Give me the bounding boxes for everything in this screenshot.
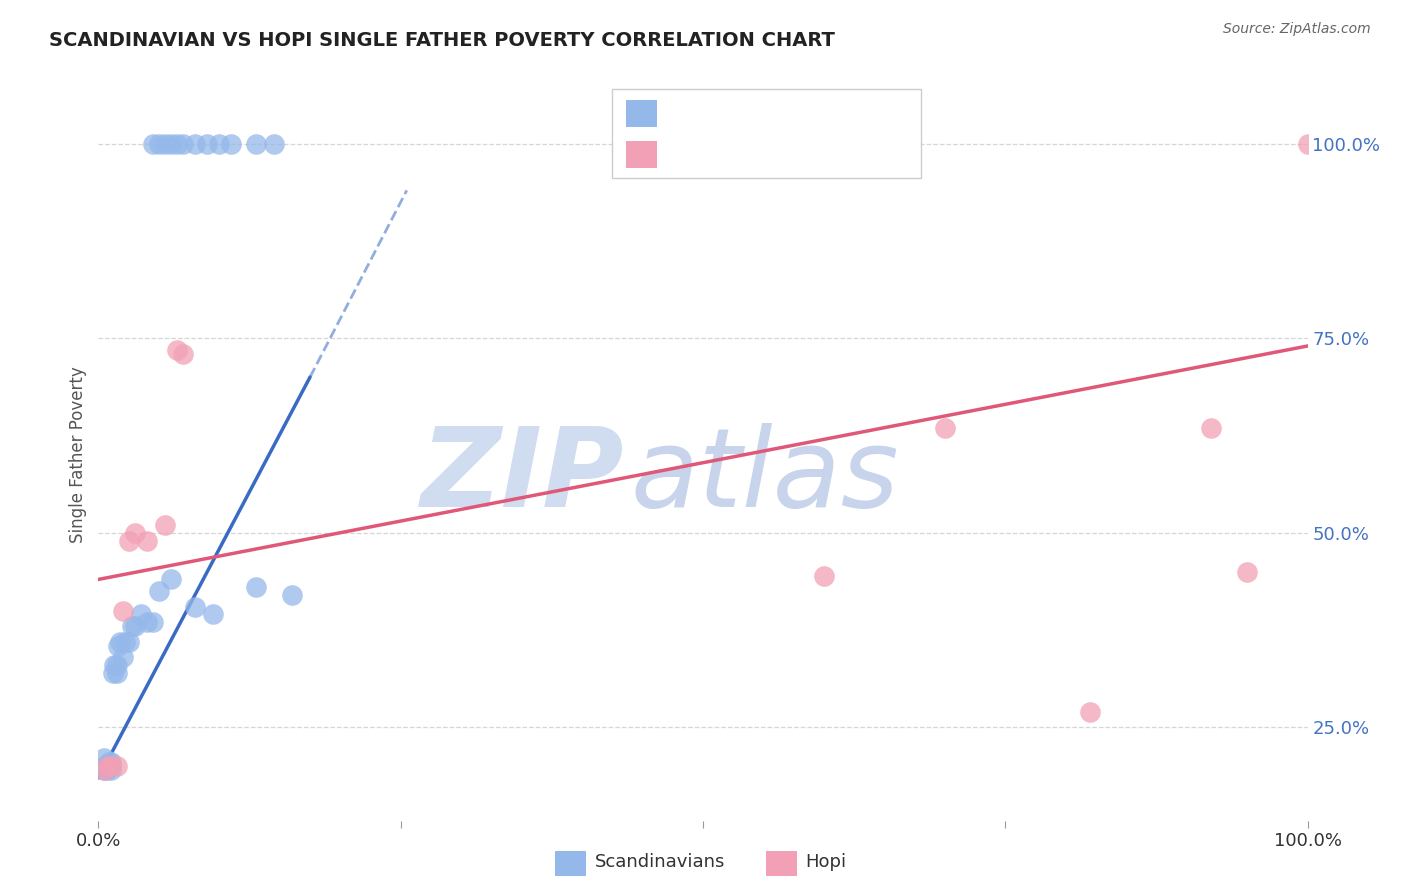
Point [148,136,170,151]
Point [108,634,131,648]
Point [118,533,141,548]
Text: atlas: atlas [630,424,898,531]
Point [263,136,285,151]
Point [202,607,225,622]
Point [105,759,128,773]
Point [142,615,165,630]
Point [100,763,122,777]
Point [166,343,188,357]
Point [1296,136,1319,151]
Point [142,136,165,151]
Text: R = 0.337: R = 0.337 [665,141,755,159]
Text: Hopi: Hopi [806,853,846,871]
Point [195,136,218,151]
Point [221,136,243,151]
Point [121,619,143,633]
Point [934,420,956,434]
Point [98,756,121,770]
Point [111,650,134,665]
Point [107,639,129,653]
Text: Scandinavians: Scandinavians [595,853,725,871]
Point [105,665,128,680]
Point [1199,420,1222,434]
Point [208,136,231,151]
Text: SCANDINAVIAN VS HOPI SINGLE FATHER POVERTY CORRELATION CHART: SCANDINAVIAN VS HOPI SINGLE FATHER POVER… [49,31,835,50]
Point [172,347,194,361]
Point [1078,705,1101,719]
Point [245,580,267,594]
Point [160,573,183,587]
Point [281,588,304,602]
Point [103,658,125,673]
Point [172,136,194,151]
Text: R = 0.510: R = 0.510 [665,100,755,118]
Point [813,568,835,582]
Point [129,607,152,622]
Point [124,525,146,540]
Point [160,136,183,151]
Point [105,658,128,673]
Point [166,136,188,151]
Point [93,763,115,777]
Point [96,763,118,777]
Point [135,533,157,548]
Point [118,634,141,648]
Point [101,665,124,680]
Text: Source: ZipAtlas.com: Source: ZipAtlas.com [1223,22,1371,37]
Point [100,759,122,773]
Point [100,756,122,770]
Point [1236,565,1258,579]
Point [153,518,176,533]
Point [135,615,157,630]
Point [184,136,207,151]
Text: ZIP: ZIP [420,424,624,531]
Point [153,136,176,151]
Point [100,759,122,773]
Point [93,759,115,773]
Text: N = 29: N = 29 [787,100,855,118]
Point [97,759,120,773]
Point [93,763,115,777]
Text: N = 17: N = 17 [787,141,855,159]
Point [114,634,136,648]
Y-axis label: Single Father Poverty: Single Father Poverty [69,367,87,543]
Point [245,136,267,151]
Point [93,751,115,765]
Point [97,759,120,773]
Point [148,584,170,599]
Point [184,599,207,614]
Point [124,619,146,633]
Point [111,603,134,617]
